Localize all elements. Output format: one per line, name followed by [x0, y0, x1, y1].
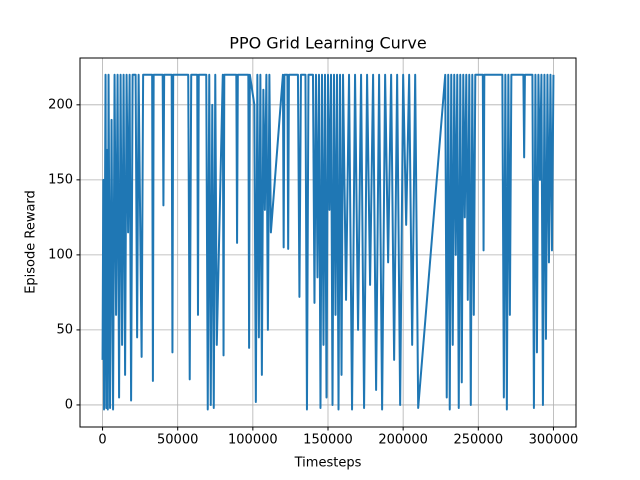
x-axis-label: Timesteps	[294, 456, 362, 471]
y-axis-label: Episode Reward	[24, 190, 39, 294]
x-tick-label: 100000	[228, 433, 278, 448]
x-tick-label: 0	[98, 433, 106, 448]
y-tick-label: 100	[48, 247, 73, 262]
x-tick-label: 150000	[303, 433, 353, 448]
x-tick-label: 250000	[453, 433, 503, 448]
x-tick-label: 300000	[529, 433, 579, 448]
x-tick-label: 200000	[378, 433, 428, 448]
chart-title: PPO Grid Learning Curve	[229, 34, 426, 53]
plot-area	[101, 73, 555, 411]
y-tick-label: 150	[48, 172, 73, 187]
x-tick-label: 50000	[157, 433, 198, 448]
reward-line	[101, 73, 555, 411]
y-tick-label: 200	[48, 97, 73, 112]
y-tick-label: 50	[56, 322, 73, 337]
y-tick-label: 0	[65, 397, 73, 412]
